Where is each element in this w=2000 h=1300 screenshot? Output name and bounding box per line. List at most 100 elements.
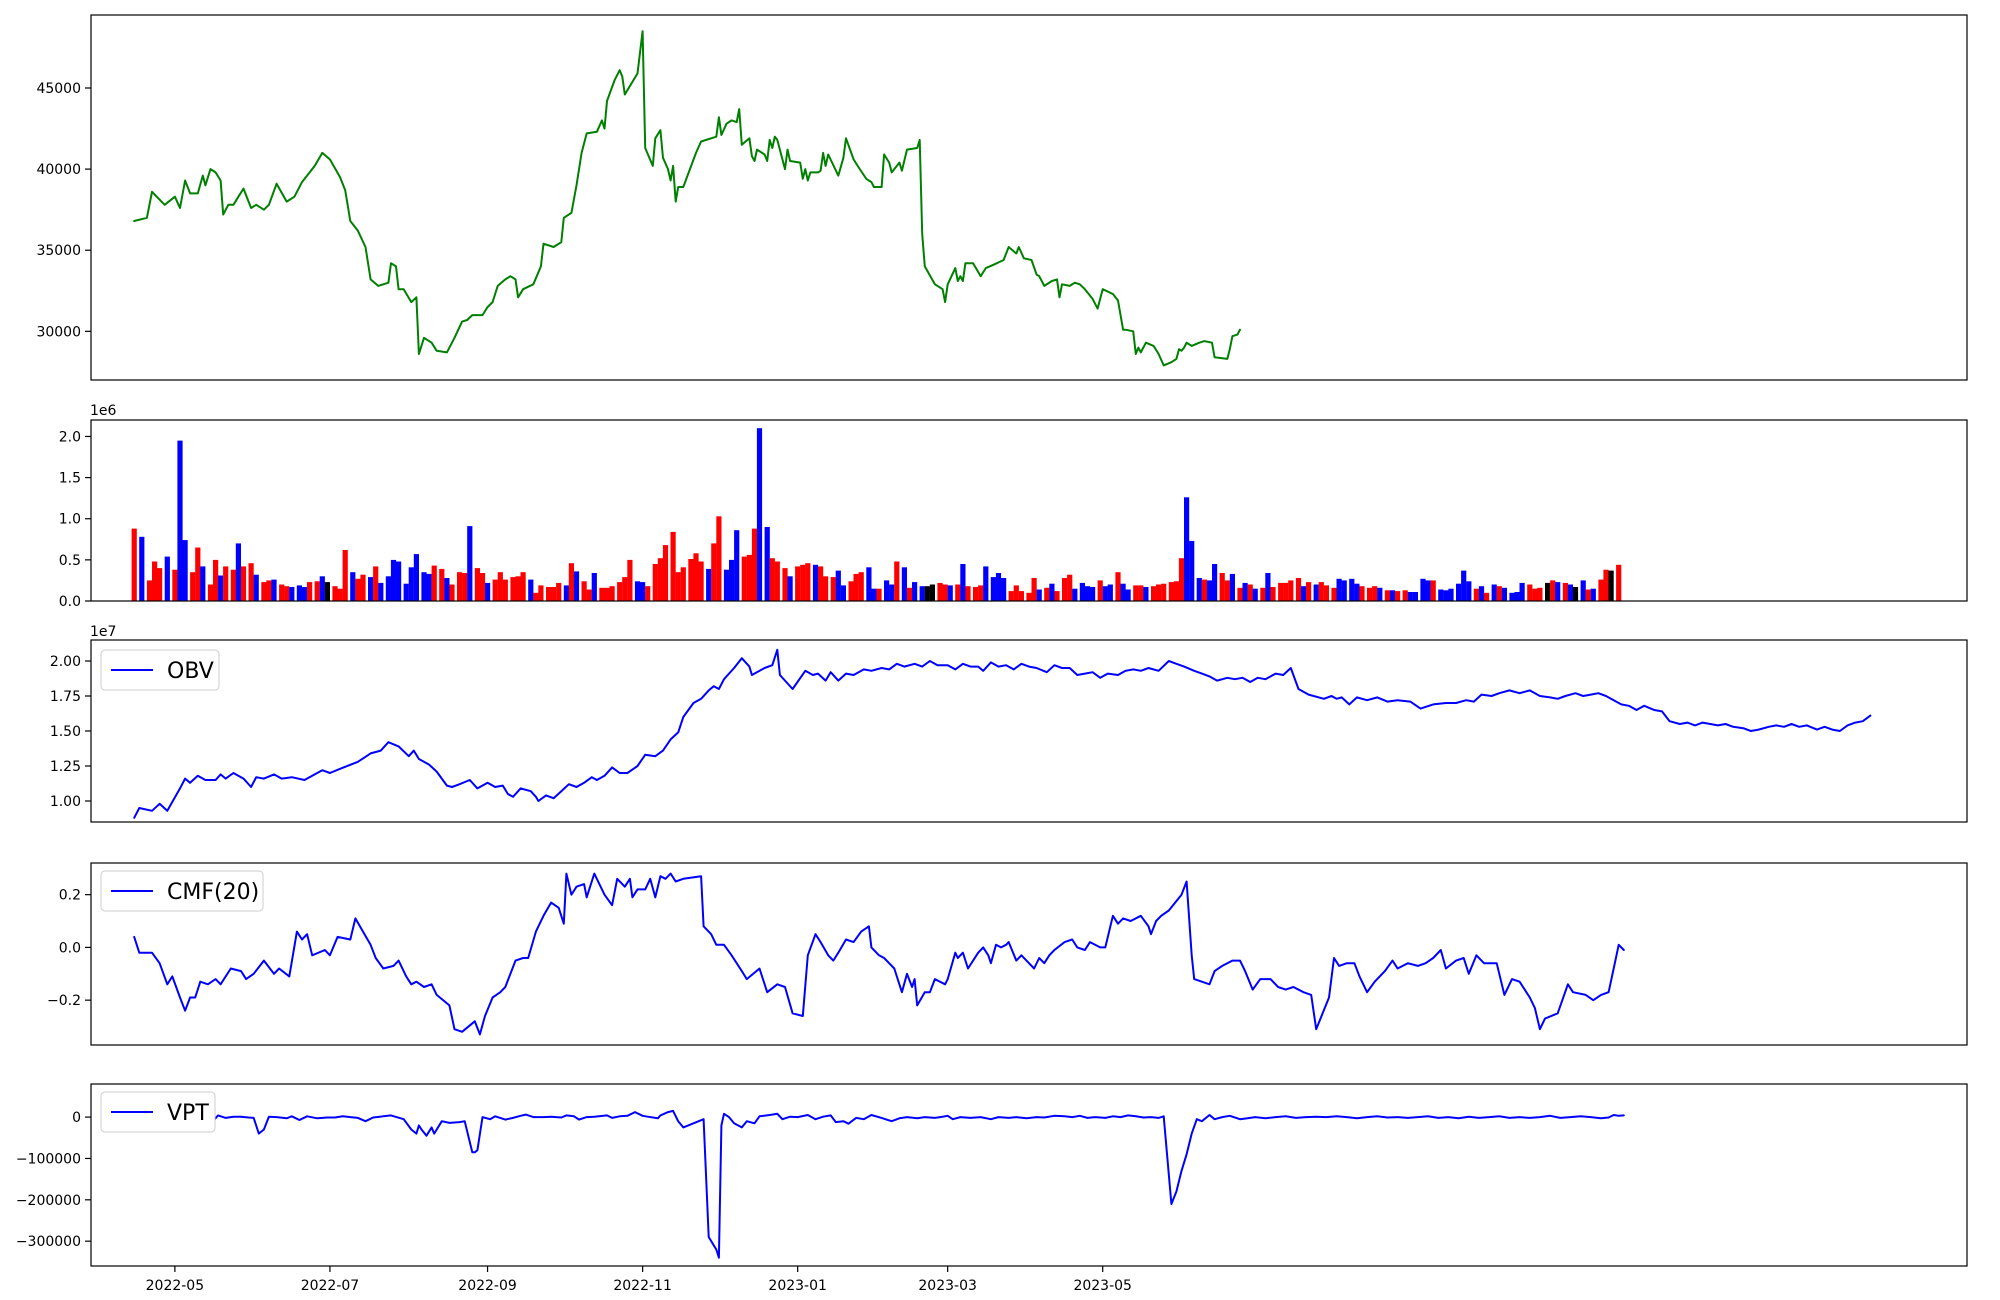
volume-bar: [787, 576, 793, 601]
volume-bar: [1354, 583, 1360, 601]
volume-bar: [497, 572, 503, 601]
volume-bar: [756, 428, 763, 601]
volume-bar: [995, 573, 1002, 601]
volume-bar: [1168, 582, 1174, 601]
volume-bar: [901, 567, 907, 601]
volume-bar: [769, 558, 775, 601]
volume-bar: [795, 566, 801, 601]
volume-bar: [1196, 578, 1202, 601]
volume-bar: [1001, 578, 1007, 601]
volume-bar: [823, 576, 829, 601]
volume-bar: [1527, 584, 1533, 601]
data-layer: [133, 872, 1625, 1036]
volume-bar: [1189, 540, 1195, 601]
volume-bar: [800, 564, 806, 601]
volume-bar: [942, 584, 948, 601]
volume-bar: [235, 543, 241, 601]
volume-bar: [586, 589, 592, 601]
volume-bar: [617, 582, 623, 601]
volume-bar: [1461, 570, 1467, 601]
y-tick-label: 30000: [36, 324, 81, 340]
volume-bar: [919, 586, 925, 601]
volume-bar: [146, 580, 153, 601]
volume-bar: [1062, 578, 1068, 601]
volume-bar: [177, 440, 183, 601]
plot-frame: [90, 419, 1968, 602]
volume-bar: [965, 586, 971, 601]
volume-bar: [698, 561, 704, 601]
volume-bar: [1143, 587, 1149, 601]
volume-bar: [332, 586, 338, 601]
volume-bar: [906, 587, 913, 601]
x-tick-label: 2023-03: [918, 1278, 977, 1294]
volume-bar: [350, 572, 356, 601]
volume-bar: [1067, 574, 1073, 601]
y-tick-label: 1.5: [59, 471, 81, 487]
volume-bar: [729, 559, 735, 601]
volume-bar: [830, 577, 836, 601]
volume-bar: [937, 582, 943, 601]
volume-bar: [172, 569, 178, 601]
volume-bar: [390, 559, 397, 601]
volume-bar: [1336, 578, 1342, 601]
volume-bar: [1102, 586, 1108, 601]
volume-bar: [782, 568, 788, 601]
volume-bar: [190, 572, 196, 601]
volume-bar: [439, 568, 445, 601]
volume-bar: [182, 540, 188, 601]
volume-y-axis: 0.0 0.5 1.0 1.5 2.0: [59, 429, 91, 610]
volume-bar: [1323, 585, 1329, 601]
volume-bar: [520, 572, 526, 601]
volume-bar: [1603, 569, 1609, 601]
data-layer: [133, 1109, 1625, 1259]
volume-bar: [207, 584, 214, 601]
volume-bar: [1608, 570, 1614, 601]
price-plot-area: [90, 14, 1968, 381]
volume-bar: [1300, 586, 1307, 601]
volume-bar: [1031, 578, 1037, 601]
volume-bar: [1036, 589, 1042, 601]
y-tick-label: 40000: [36, 162, 81, 178]
y-tick-label: 35000: [36, 243, 81, 259]
volume-bar: [1242, 582, 1248, 601]
volume-bar: [853, 573, 859, 601]
volume-bar: [1049, 583, 1055, 601]
volume-bar: [403, 583, 409, 601]
volume-bar: [912, 582, 918, 601]
volume-bar: [355, 578, 361, 601]
volume-bar: [1430, 580, 1436, 601]
volume-plot-area: [90, 419, 1968, 602]
volume-bar: [1572, 587, 1579, 601]
cmf-legend-box: [100, 870, 264, 912]
obv-legend: OBV: [100, 649, 220, 691]
volume-bar: [271, 579, 277, 601]
volume-bar: [385, 576, 391, 601]
volume-bar: [688, 559, 694, 601]
price-line: [133, 30, 1241, 367]
volume-bar: [266, 580, 272, 601]
volume-bar: [1156, 584, 1162, 601]
volume-bar: [426, 573, 432, 601]
volume-bar: [640, 582, 646, 601]
volume-bar: [1090, 587, 1096, 601]
vpt-legend-box: [100, 1091, 216, 1133]
volume-bar: [973, 587, 979, 601]
volume-bar: [556, 582, 562, 601]
volume-bar: [360, 574, 366, 601]
volume-bar: [337, 588, 343, 601]
volume-bar: [1501, 587, 1507, 601]
volume-bar: [1013, 585, 1019, 601]
volume-bar: [581, 581, 587, 601]
volume-bar: [1288, 580, 1294, 601]
volume-bar: [307, 582, 313, 601]
volume-bar: [240, 566, 247, 601]
volume-bar: [1562, 582, 1568, 601]
volume-bar: [195, 547, 201, 601]
volume-bar: [764, 527, 770, 601]
volume-panel: 0.0 0.5 1.0 1.5 2.0 1e6: [59, 403, 1968, 610]
volume-bar: [1407, 592, 1413, 601]
volume-bar: [818, 566, 824, 601]
y-tick-label: 1.0: [59, 512, 81, 528]
volume-bar: [551, 587, 557, 601]
